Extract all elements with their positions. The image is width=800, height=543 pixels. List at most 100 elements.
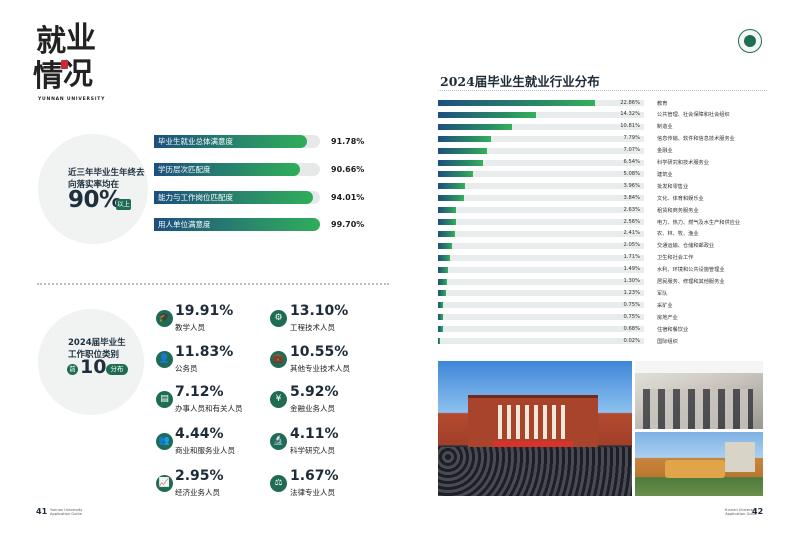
bar: [438, 230, 455, 237]
bar: [438, 242, 453, 249]
researcher-icon: 🔬: [270, 433, 287, 450]
bar-track: [438, 111, 644, 118]
money-icon: ¥: [270, 391, 287, 408]
bar-value-label: 1.49%: [623, 266, 640, 273]
job-name: 商业和服务业人员: [175, 446, 235, 455]
bar-track: [438, 254, 644, 261]
category-label: 建筑业: [657, 171, 673, 178]
service-person-icon: 👥: [156, 433, 173, 450]
bar-track: [438, 207, 644, 214]
suffix-badge: 分布: [106, 364, 128, 375]
top-count: 10: [80, 356, 107, 378]
bar-track: [438, 100, 644, 106]
bar-value-label: 2.41%: [623, 230, 640, 237]
bar-value-label: 7.07%: [623, 147, 640, 154]
bar: [438, 314, 444, 321]
category-label: 水利、环境和公共设施管理业: [657, 267, 725, 274]
bar: [438, 111, 537, 118]
category-label: 租赁和商务服务业: [657, 207, 699, 214]
bar-value-label: 0.75%: [623, 301, 640, 308]
briefcase-icon: 💼: [270, 351, 287, 368]
job-name: 教学人员: [175, 323, 205, 332]
bar: [438, 219, 456, 225]
bar: [438, 100, 595, 106]
job-name: 其他专业技术人员: [290, 364, 350, 373]
bar-value-label: 0.75%: [623, 313, 640, 320]
bar: [438, 207, 457, 214]
satisfaction-bar: 用人单位满意度: [154, 218, 320, 231]
university-name-en: YUNNAN UNIVERSITY: [38, 97, 106, 102]
bar: [438, 195, 465, 202]
id-card-icon: ▤: [156, 391, 173, 408]
satisfaction-bar: 学历层次匹配度: [154, 163, 320, 176]
satisfaction-label: 毕业生就业总体满意度: [158, 137, 233, 146]
title-char: 情: [33, 59, 63, 94]
bar-value-label: 14.32%: [620, 111, 640, 118]
footer-text: Yunnan University Application Guide: [723, 508, 757, 517]
satisfaction-bar-fill: [154, 135, 307, 148]
footer-line: Application Guide: [725, 512, 757, 517]
circle-line: 向落实率均在: [68, 180, 120, 190]
bar: [438, 278, 447, 285]
bar-track: [438, 290, 644, 297]
satisfaction-label: 能力与工作岗位匹配度: [158, 193, 233, 202]
job-percent: 4.11%: [290, 426, 339, 442]
job-name: 办事人员和有关人员: [175, 404, 243, 413]
footer-line: Application Guide: [50, 512, 82, 517]
chart-title: 2024届毕业生就业行业分布: [440, 74, 600, 89]
bar-value-label: 7.79%: [623, 135, 640, 142]
category-label: 文化、体育和娱乐业: [657, 195, 704, 202]
bar-track: [438, 230, 644, 237]
chart-document-icon: 📈: [156, 475, 173, 492]
bar-value-label: 22.86%: [620, 99, 640, 106]
footer-line: Yunnan University: [50, 508, 83, 512]
bar-value-label: 3.84%: [623, 194, 640, 201]
bar-value-label: 1.30%: [623, 278, 640, 284]
bar: [438, 183, 466, 190]
category-label: 居民服务、修理和其他服务业: [657, 279, 725, 285]
job-category-circle: [38, 309, 144, 415]
category-label: 采矿业: [657, 302, 673, 309]
satisfaction-value: 94.01%: [331, 193, 365, 202]
satisfaction-bar: 毕业生就业总体满意度: [154, 135, 320, 148]
job-percent: 5.92%: [290, 384, 339, 400]
bar: [438, 290, 447, 297]
bar-track: [438, 314, 644, 321]
job-name: 工程技术人员: [290, 323, 335, 332]
bar-track: [438, 195, 644, 202]
divider: [37, 283, 389, 285]
bar: [438, 159, 483, 166]
bar-value-label: 2.05%: [623, 242, 640, 249]
footer-text: Yunnan University Application Guide: [50, 508, 82, 517]
bar-track: [438, 123, 644, 130]
bar: [438, 266, 449, 273]
satisfaction-bar-fill: [154, 191, 314, 204]
title-char: 就: [36, 24, 66, 59]
above-badge: 以上: [116, 199, 131, 210]
page-number: 42: [752, 507, 764, 516]
bar: [438, 254, 450, 261]
bar-value-label: 0.68%: [623, 325, 640, 332]
circle-line: 工作职位类别: [68, 350, 120, 360]
satisfaction-bar: 能力与工作岗位匹配度: [154, 191, 320, 204]
job-name: 金融业务人员: [290, 404, 335, 413]
job-name: 法律专业人员: [290, 488, 335, 497]
bar-value-label: 2.56%: [623, 218, 640, 225]
bar-track: [438, 183, 644, 190]
category-label: 公共管理、社会保障和社会组织: [657, 112, 730, 119]
bar-value-label: 5.08%: [623, 170, 640, 177]
job-percent: 2.95%: [175, 468, 224, 484]
category-label: 教育: [657, 100, 668, 107]
bar: [438, 147, 487, 154]
job-percent: 10.55%: [290, 344, 349, 360]
job-percent: 1.67%: [290, 468, 339, 484]
bar: [438, 123, 513, 130]
category-label: 交通运输、仓储和邮政业: [657, 243, 715, 250]
bar-value-label: 0.02%: [623, 337, 640, 344]
satisfaction-circle: [38, 134, 148, 244]
bar: [438, 171, 473, 178]
circle-line: 近三年毕业生年终去: [68, 168, 145, 178]
satisfaction-bar-fill: [154, 218, 320, 231]
bar-track: [438, 326, 644, 333]
bar-value-label: 2.63%: [623, 206, 640, 213]
